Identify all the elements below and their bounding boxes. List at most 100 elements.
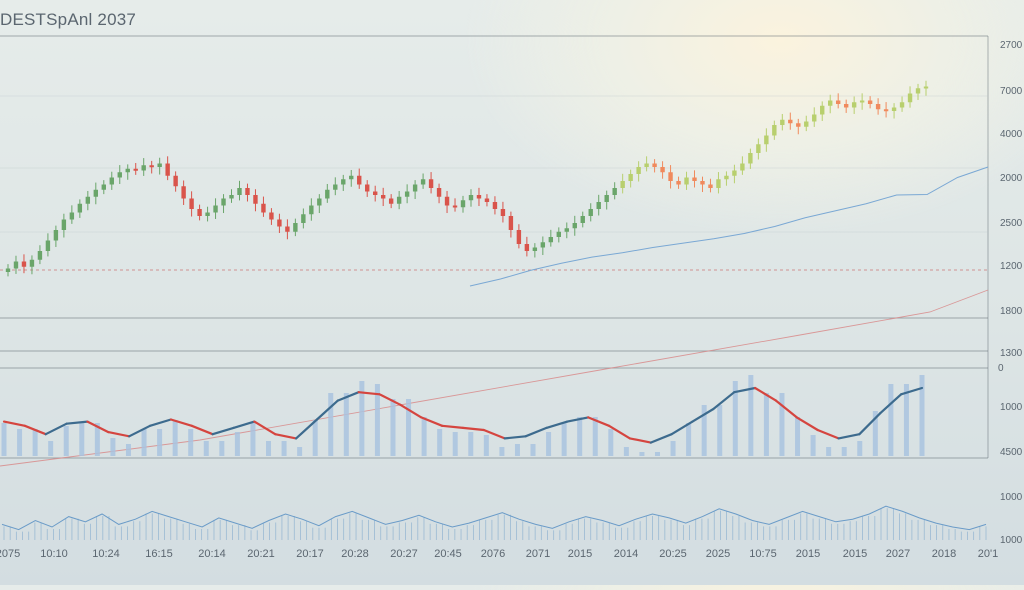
candle (532, 247, 538, 251)
candle (69, 212, 75, 220)
candle (780, 119, 785, 125)
candle (676, 181, 681, 185)
x-tick-label: 2014 (614, 548, 638, 560)
candle (748, 153, 753, 164)
oscillator-segment (900, 386, 924, 396)
candle (444, 196, 450, 206)
histogram-bar (328, 393, 334, 456)
candle (556, 231, 561, 237)
candle (460, 200, 466, 208)
candle (540, 242, 546, 248)
histogram-bar (763, 393, 769, 456)
volume-axis-label: 1000 (1000, 535, 1023, 546)
candle (261, 203, 266, 213)
x-tick-label: 20:25 (659, 548, 687, 560)
x-tick-label: 2076 (481, 548, 505, 560)
oscillator-segment (461, 426, 485, 432)
candle (899, 102, 905, 108)
candle (628, 174, 633, 181)
candle (380, 195, 386, 199)
price-axis-label: 2000 (1000, 173, 1023, 184)
oscillator-segment (628, 437, 652, 444)
candle (508, 216, 514, 230)
candle (285, 226, 290, 232)
histogram-bar (919, 375, 925, 456)
oscillator-segment (65, 420, 89, 425)
oscillator-segment (607, 424, 632, 440)
histogram-bar (623, 447, 629, 456)
histogram-bar (732, 381, 738, 456)
oscillator-segment (733, 386, 757, 394)
oscillator-segment (399, 403, 423, 419)
candle (652, 163, 657, 167)
oscillator-segment (649, 433, 673, 444)
histogram-bar (857, 441, 863, 456)
histogram-bar (359, 381, 365, 456)
candle (77, 203, 83, 213)
candle (29, 259, 35, 267)
candle (109, 177, 114, 185)
candle (684, 177, 689, 185)
candle (253, 195, 258, 204)
indicator-axis-label: 4500 (1000, 447, 1023, 458)
candle (891, 107, 897, 111)
candle (796, 123, 801, 127)
histogram-bar (483, 435, 489, 456)
indicator-axis-label: 0 (998, 363, 1004, 374)
volume-axis-label: 1000 (1000, 492, 1023, 503)
histogram-bar (903, 384, 909, 456)
candle (357, 175, 362, 185)
candle (5, 268, 11, 272)
candle (835, 100, 841, 104)
oscillator-segment (378, 393, 402, 406)
candle (772, 125, 777, 136)
candle (764, 135, 769, 145)
candle (412, 184, 418, 192)
price-axis-label: 4000 (1000, 129, 1023, 140)
candle (404, 191, 410, 197)
histogram-bar (79, 423, 85, 456)
oscillator-segment (670, 420, 694, 436)
candle (229, 195, 234, 199)
candle (500, 209, 506, 216)
candle (85, 196, 91, 204)
candle (349, 175, 354, 180)
candle (37, 251, 43, 260)
candle (117, 172, 122, 178)
candle (237, 188, 242, 195)
histogram-bar (514, 444, 520, 456)
candle (875, 104, 881, 110)
candle (468, 195, 474, 201)
candle (420, 179, 426, 185)
volume-line (1, 505, 987, 531)
histogram-bar (499, 447, 505, 456)
histogram-bar (826, 447, 832, 456)
candle (141, 165, 146, 171)
histogram-bar (1, 423, 7, 456)
price-axis-label: 1800 (1000, 306, 1023, 317)
candle (668, 172, 673, 181)
histogram-bar (421, 417, 427, 456)
candle (484, 198, 490, 202)
oscillator-segment (879, 393, 903, 415)
candle (700, 181, 705, 185)
candle (732, 170, 737, 176)
candle (828, 100, 833, 106)
candle (221, 198, 226, 206)
histogram-bar (888, 384, 894, 456)
candle (333, 184, 338, 190)
candle (277, 219, 282, 227)
oscillator-segment (148, 418, 173, 427)
oscillator-segment (86, 420, 110, 434)
candle (516, 230, 522, 244)
oscillator-segment (315, 399, 339, 421)
oscillator-segment (23, 424, 47, 436)
histogram-bar (561, 423, 567, 456)
candle (804, 121, 809, 127)
price-axis-label: 1300 (1000, 348, 1023, 359)
candle (205, 212, 210, 216)
candle (93, 189, 99, 197)
candle (851, 102, 857, 108)
candle (388, 198, 394, 204)
